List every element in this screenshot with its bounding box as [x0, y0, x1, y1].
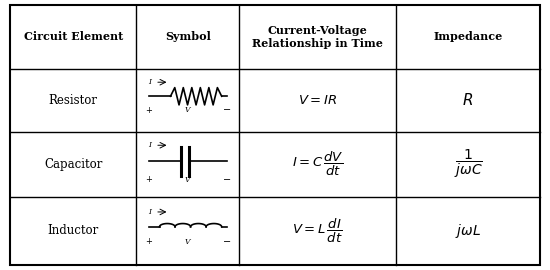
Text: I: I [148, 78, 151, 86]
Text: $\dfrac{1}{j\omega C}$: $\dfrac{1}{j\omega C}$ [454, 148, 482, 180]
Text: $j\omega L$: $j\omega L$ [455, 222, 481, 240]
Text: Symbol: Symbol [165, 31, 211, 42]
Text: +: + [145, 106, 152, 115]
Text: V: V [185, 176, 191, 184]
Text: $V = IR$: $V = IR$ [298, 94, 337, 107]
Text: −: − [223, 237, 231, 247]
Text: Capacitor: Capacitor [44, 158, 102, 171]
Text: +: + [145, 175, 152, 184]
Text: $R$: $R$ [463, 92, 474, 108]
Text: $V = L\,\dfrac{dI}{dt}$: $V = L\,\dfrac{dI}{dt}$ [292, 217, 343, 245]
Text: I: I [148, 141, 151, 149]
Text: V: V [185, 238, 191, 246]
Text: Impedance: Impedance [433, 31, 503, 42]
Text: $I = C\,\dfrac{dV}{dt}$: $I = C\,\dfrac{dV}{dt}$ [292, 150, 344, 178]
Text: +: + [145, 237, 152, 246]
Text: Resistor: Resistor [48, 94, 98, 107]
Text: −: − [223, 105, 231, 115]
Text: I: I [148, 208, 151, 216]
Text: Inductor: Inductor [47, 224, 99, 237]
Text: −: − [223, 175, 231, 185]
Text: V: V [185, 106, 191, 114]
Text: Current-Voltage
Relationship in Time: Current-Voltage Relationship in Time [252, 25, 383, 49]
Text: Circuit Element: Circuit Element [24, 31, 123, 42]
